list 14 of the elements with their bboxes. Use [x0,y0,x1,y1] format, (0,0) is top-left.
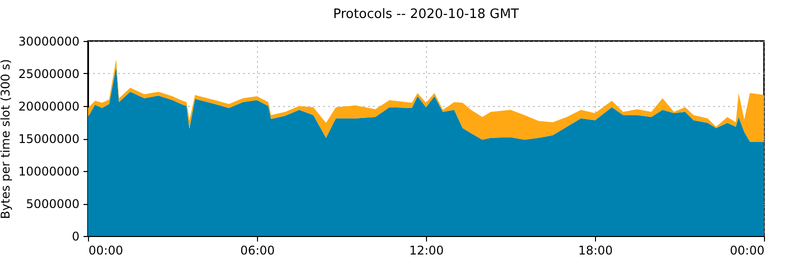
x-tick-label: 06:00 [240,244,275,258]
x-tick-label: 00:00 [730,244,764,258]
y-tick-label: 20000000 [18,100,80,114]
x-tick-label: 12:00 [409,244,444,258]
y-axis-title: Bytes per time slot (300 s) [0,59,12,219]
y-tick-label: 30000000 [18,34,80,48]
y-tick-label: 0 [72,230,80,244]
chart-title: Protocols -- 2020-10-18 GMT [333,7,519,22]
x-tick-label: 00:00 [88,244,124,258]
y-tick-label: 25000000 [18,67,80,81]
y-tick-label: 10000000 [18,164,80,178]
x-tick-label: 18:00 [578,244,613,258]
y-tick-label: 5000000 [26,197,80,211]
y-tick-label: 15000000 [18,132,80,146]
